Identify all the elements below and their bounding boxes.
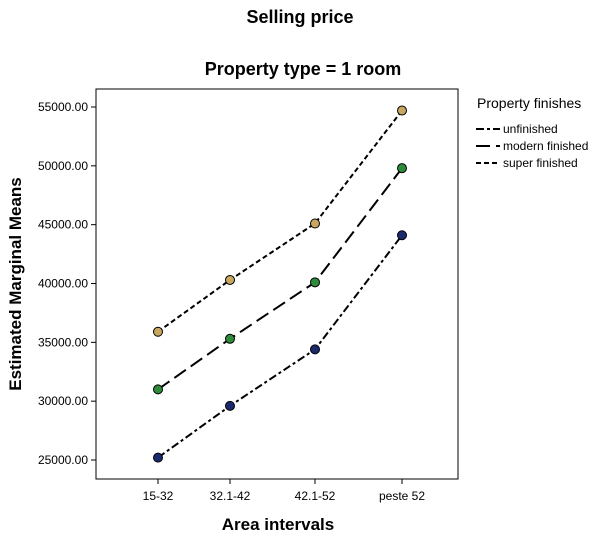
data-point	[153, 384, 163, 395]
data-point	[397, 230, 407, 241]
data-point	[310, 344, 320, 355]
legend-label: modern finished	[503, 139, 588, 153]
series-super-finished	[153, 105, 407, 337]
data-point	[225, 333, 235, 344]
series-layer	[153, 105, 407, 463]
data-point	[397, 163, 407, 174]
data-point	[310, 277, 320, 288]
x-axis-title: Area intervals	[222, 515, 334, 534]
plot-area	[95, 88, 459, 480]
y-tick-label: 30000.00	[38, 394, 88, 408]
series-modern-finished	[153, 163, 407, 395]
y-tick-label: 25000.00	[38, 453, 88, 467]
series-unfinished	[153, 230, 407, 463]
data-point	[397, 105, 407, 116]
chart-subtitle: Property type = 1 room	[205, 59, 402, 79]
legend-label: super finished	[503, 156, 578, 170]
y-tick-label: 55000.00	[38, 100, 88, 114]
y-tick-label: 40000.00	[38, 277, 88, 291]
data-point	[153, 326, 163, 337]
data-point	[225, 274, 235, 285]
series-line	[157, 109, 403, 333]
legend-title: Property finishes	[477, 95, 581, 111]
x-tick-label: 42.1-52	[295, 489, 336, 503]
series-line	[157, 234, 403, 459]
legend-items: unfinished modern finished super finished	[476, 122, 588, 170]
legend: Property finishes unfinished modern finis…	[476, 95, 588, 170]
data-point	[153, 452, 163, 463]
legend-label: unfinished	[503, 122, 558, 136]
y-axis-title: Estimated Marginal Means	[6, 177, 25, 391]
y-tick-label: 35000.00	[38, 335, 88, 349]
data-point	[225, 400, 235, 411]
series-line	[157, 167, 403, 391]
x-axis: 15-32 32.1-42 42.1-52 peste 52	[143, 479, 425, 503]
y-tick-label: 50000.00	[38, 159, 88, 173]
y-axis: 25000.00 30000.00 35000.00 40000.00 45000.00…	[38, 100, 96, 467]
x-tick-label: 15-32	[143, 489, 174, 503]
x-tick-label: peste 52	[379, 489, 425, 503]
y-tick-label: 45000.00	[38, 218, 88, 232]
x-tick-label: 32.1-42	[210, 489, 251, 503]
chart-title: Selling price	[246, 7, 353, 27]
data-point	[310, 218, 320, 229]
